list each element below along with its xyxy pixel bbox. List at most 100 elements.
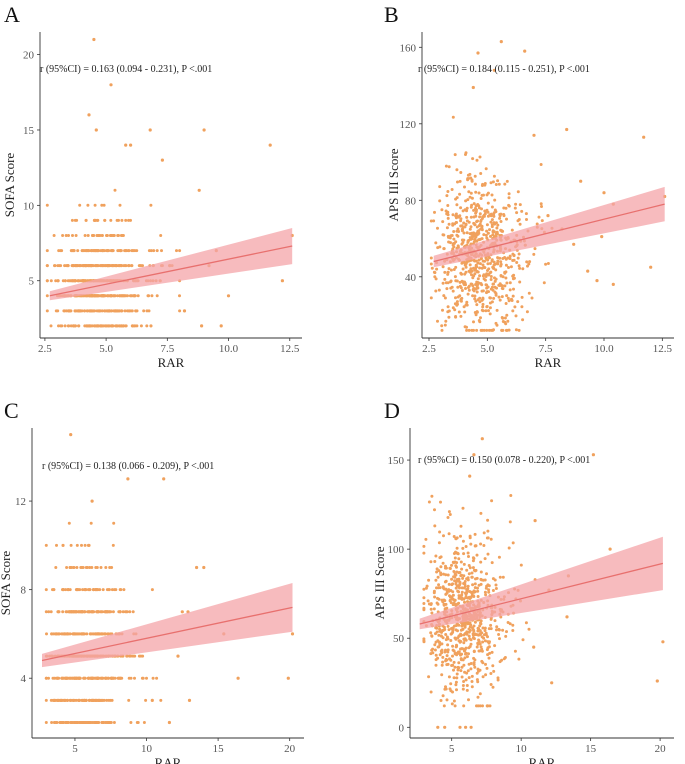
data-point <box>72 249 76 253</box>
data-point <box>495 625 499 629</box>
data-point <box>457 557 461 561</box>
data-point <box>462 663 466 667</box>
data-point <box>47 610 51 614</box>
data-point <box>453 598 457 602</box>
data-point <box>427 500 431 504</box>
data-point <box>75 676 79 680</box>
data-point <box>494 210 498 214</box>
data-point <box>89 521 93 525</box>
regression-line-c <box>41 606 293 662</box>
data-point <box>449 279 453 283</box>
data-point <box>453 222 457 226</box>
data-point <box>71 264 75 268</box>
data-point <box>462 641 466 645</box>
data-point <box>457 651 461 655</box>
data-point <box>73 309 77 313</box>
data-point <box>497 555 501 559</box>
data-point <box>290 632 295 636</box>
data-point <box>479 172 483 175</box>
data-point <box>80 698 84 702</box>
data-point <box>460 675 464 679</box>
data-point <box>468 566 472 570</box>
data-point <box>83 309 87 313</box>
data-point <box>500 229 504 233</box>
data-point <box>44 588 48 592</box>
data-point <box>89 610 93 614</box>
correlation-annotation-b: r (95%CI) = 0.184 (0.115 - 0.251), P <.0… <box>418 64 590 75</box>
data-point <box>611 282 615 286</box>
data-point <box>470 571 474 575</box>
data-point <box>437 633 441 637</box>
data-point <box>494 268 498 272</box>
data-point <box>51 676 55 680</box>
data-point <box>497 628 501 632</box>
data-point <box>485 229 489 233</box>
data-point <box>422 602 426 605</box>
data-point <box>468 536 472 540</box>
panel-a: A 2.5 5.0 7.5 10.0 12.5 5 10 15 20 RAR SOFA Score r … <box>2 2 302 370</box>
data-point <box>467 564 471 567</box>
data-point <box>148 128 152 132</box>
data-point <box>82 676 86 680</box>
data-point <box>133 676 136 680</box>
data-point <box>532 252 536 256</box>
data-point <box>471 583 475 587</box>
data-point <box>439 500 442 504</box>
data-point <box>504 276 508 280</box>
data-point <box>61 234 65 237</box>
data-point <box>107 588 111 592</box>
data-point <box>454 683 458 687</box>
data-point <box>455 643 458 647</box>
data-point <box>504 302 508 305</box>
data-point <box>150 698 154 703</box>
data-point <box>56 698 60 702</box>
data-point <box>462 574 466 578</box>
data-point <box>496 223 500 227</box>
data-point <box>444 633 448 636</box>
data-point <box>508 288 512 292</box>
data-point <box>119 309 123 313</box>
data-point <box>127 698 131 702</box>
x-tick-label: 10.0 <box>594 343 614 355</box>
data-point <box>474 204 478 208</box>
data-point <box>499 220 503 223</box>
data-point <box>452 230 456 233</box>
data-point <box>539 163 543 166</box>
data-point <box>80 249 84 253</box>
data-point <box>55 543 58 547</box>
data-point <box>507 546 511 550</box>
data-point <box>470 685 474 689</box>
data-point <box>484 593 488 597</box>
data-point <box>490 259 494 263</box>
data-point <box>76 309 79 313</box>
data-point <box>435 567 439 571</box>
data-point <box>486 529 490 533</box>
data-point <box>503 316 507 320</box>
data-point <box>102 203 106 207</box>
data-point <box>444 659 448 663</box>
data-point <box>481 302 485 306</box>
data-point <box>481 297 485 301</box>
data-point <box>268 143 272 147</box>
data-point <box>458 294 462 298</box>
data-point <box>472 208 476 212</box>
data-point <box>98 234 102 237</box>
data-point <box>63 279 67 283</box>
data-point <box>77 721 81 724</box>
data-point <box>455 546 459 550</box>
data-point <box>450 595 454 599</box>
data-point <box>444 685 447 689</box>
data-point <box>433 524 437 528</box>
data-point <box>473 268 477 272</box>
y-tick-label: 5 <box>29 276 35 288</box>
data-point <box>456 285 460 289</box>
data-point <box>438 627 442 631</box>
data-point <box>461 267 465 271</box>
data-point <box>525 218 528 221</box>
data-point <box>434 632 437 636</box>
data-point <box>436 586 440 590</box>
data-point <box>472 258 476 262</box>
data-point <box>456 244 460 248</box>
data-point <box>83 610 87 614</box>
data-point <box>480 631 484 635</box>
